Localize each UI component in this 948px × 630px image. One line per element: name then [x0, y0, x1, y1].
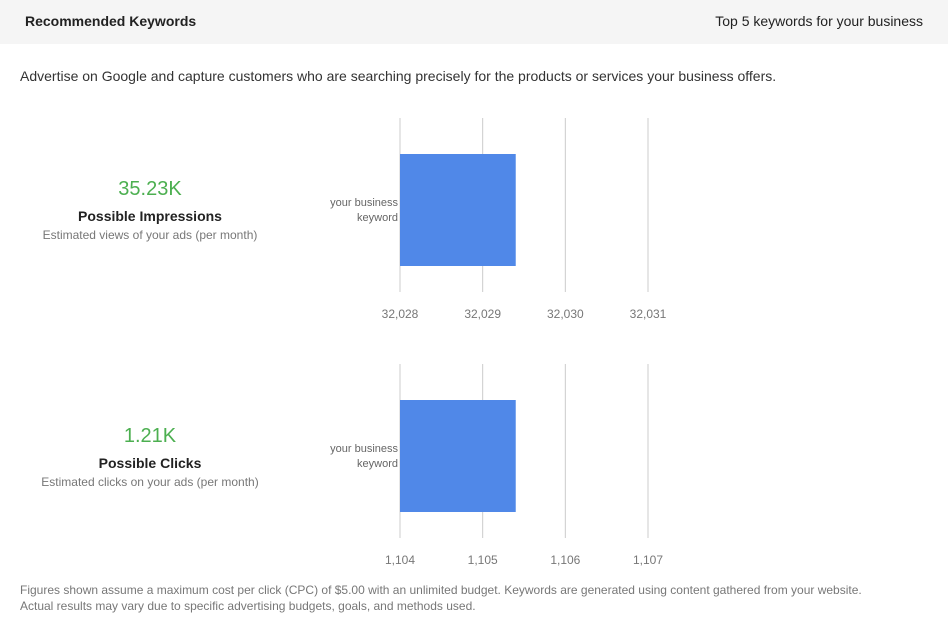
panel-header: Recommended Keywords Top 5 keywords for …: [0, 0, 948, 44]
intro-text: Advertise on Google and capture customer…: [20, 68, 777, 84]
x-tick-label: 32,028: [382, 307, 419, 321]
impressions-description: Estimated views of your ads (per month): [42, 228, 258, 242]
bar: [400, 400, 516, 512]
category-label: your business keyword: [330, 443, 398, 470]
impressions-metric: 35.23K Possible Impressions Estimated vi…: [0, 178, 300, 242]
disclaimer-line-1: Figures shown assume a maximum cost per …: [20, 583, 862, 597]
clicks-value: 1.21K: [123, 425, 177, 447]
x-tick-label: 32,031: [630, 307, 667, 321]
clicks-chart: your business keyword 1,104 1,105 1,106 1,107: [330, 364, 663, 567]
impressions-chart: your business keyword 32,028 32,029 32,030 32…: [330, 118, 667, 321]
x-tick-label: 32,030: [547, 307, 584, 321]
x-tick-label: 1,104: [385, 553, 415, 567]
clicks-label: Possible Clicks: [98, 455, 202, 471]
clicks-metric: 1.21K Possible Clicks Estimated clicks o…: [0, 425, 300, 489]
category-label: your business keyword: [330, 197, 398, 224]
disclaimer-line-2: Actual results may vary due to specific …: [20, 599, 476, 613]
clicks-description: Estimated clicks on your ads (per month): [41, 475, 259, 489]
impressions-value: 35.23K: [118, 178, 182, 200]
panel-subtitle: Top 5 keywords for your business: [715, 13, 923, 29]
impressions-label: Possible Impressions: [78, 208, 222, 224]
x-tick-label: 1,106: [550, 553, 580, 567]
x-tick-label: 1,107: [633, 553, 663, 567]
panel-title: Recommended Keywords: [25, 13, 197, 29]
bar: [400, 154, 516, 266]
x-tick-label: 32,029: [464, 307, 501, 321]
disclaimer: Figures shown assume a maximum cost per …: [20, 582, 930, 614]
x-tick-label: 1,105: [468, 553, 498, 567]
